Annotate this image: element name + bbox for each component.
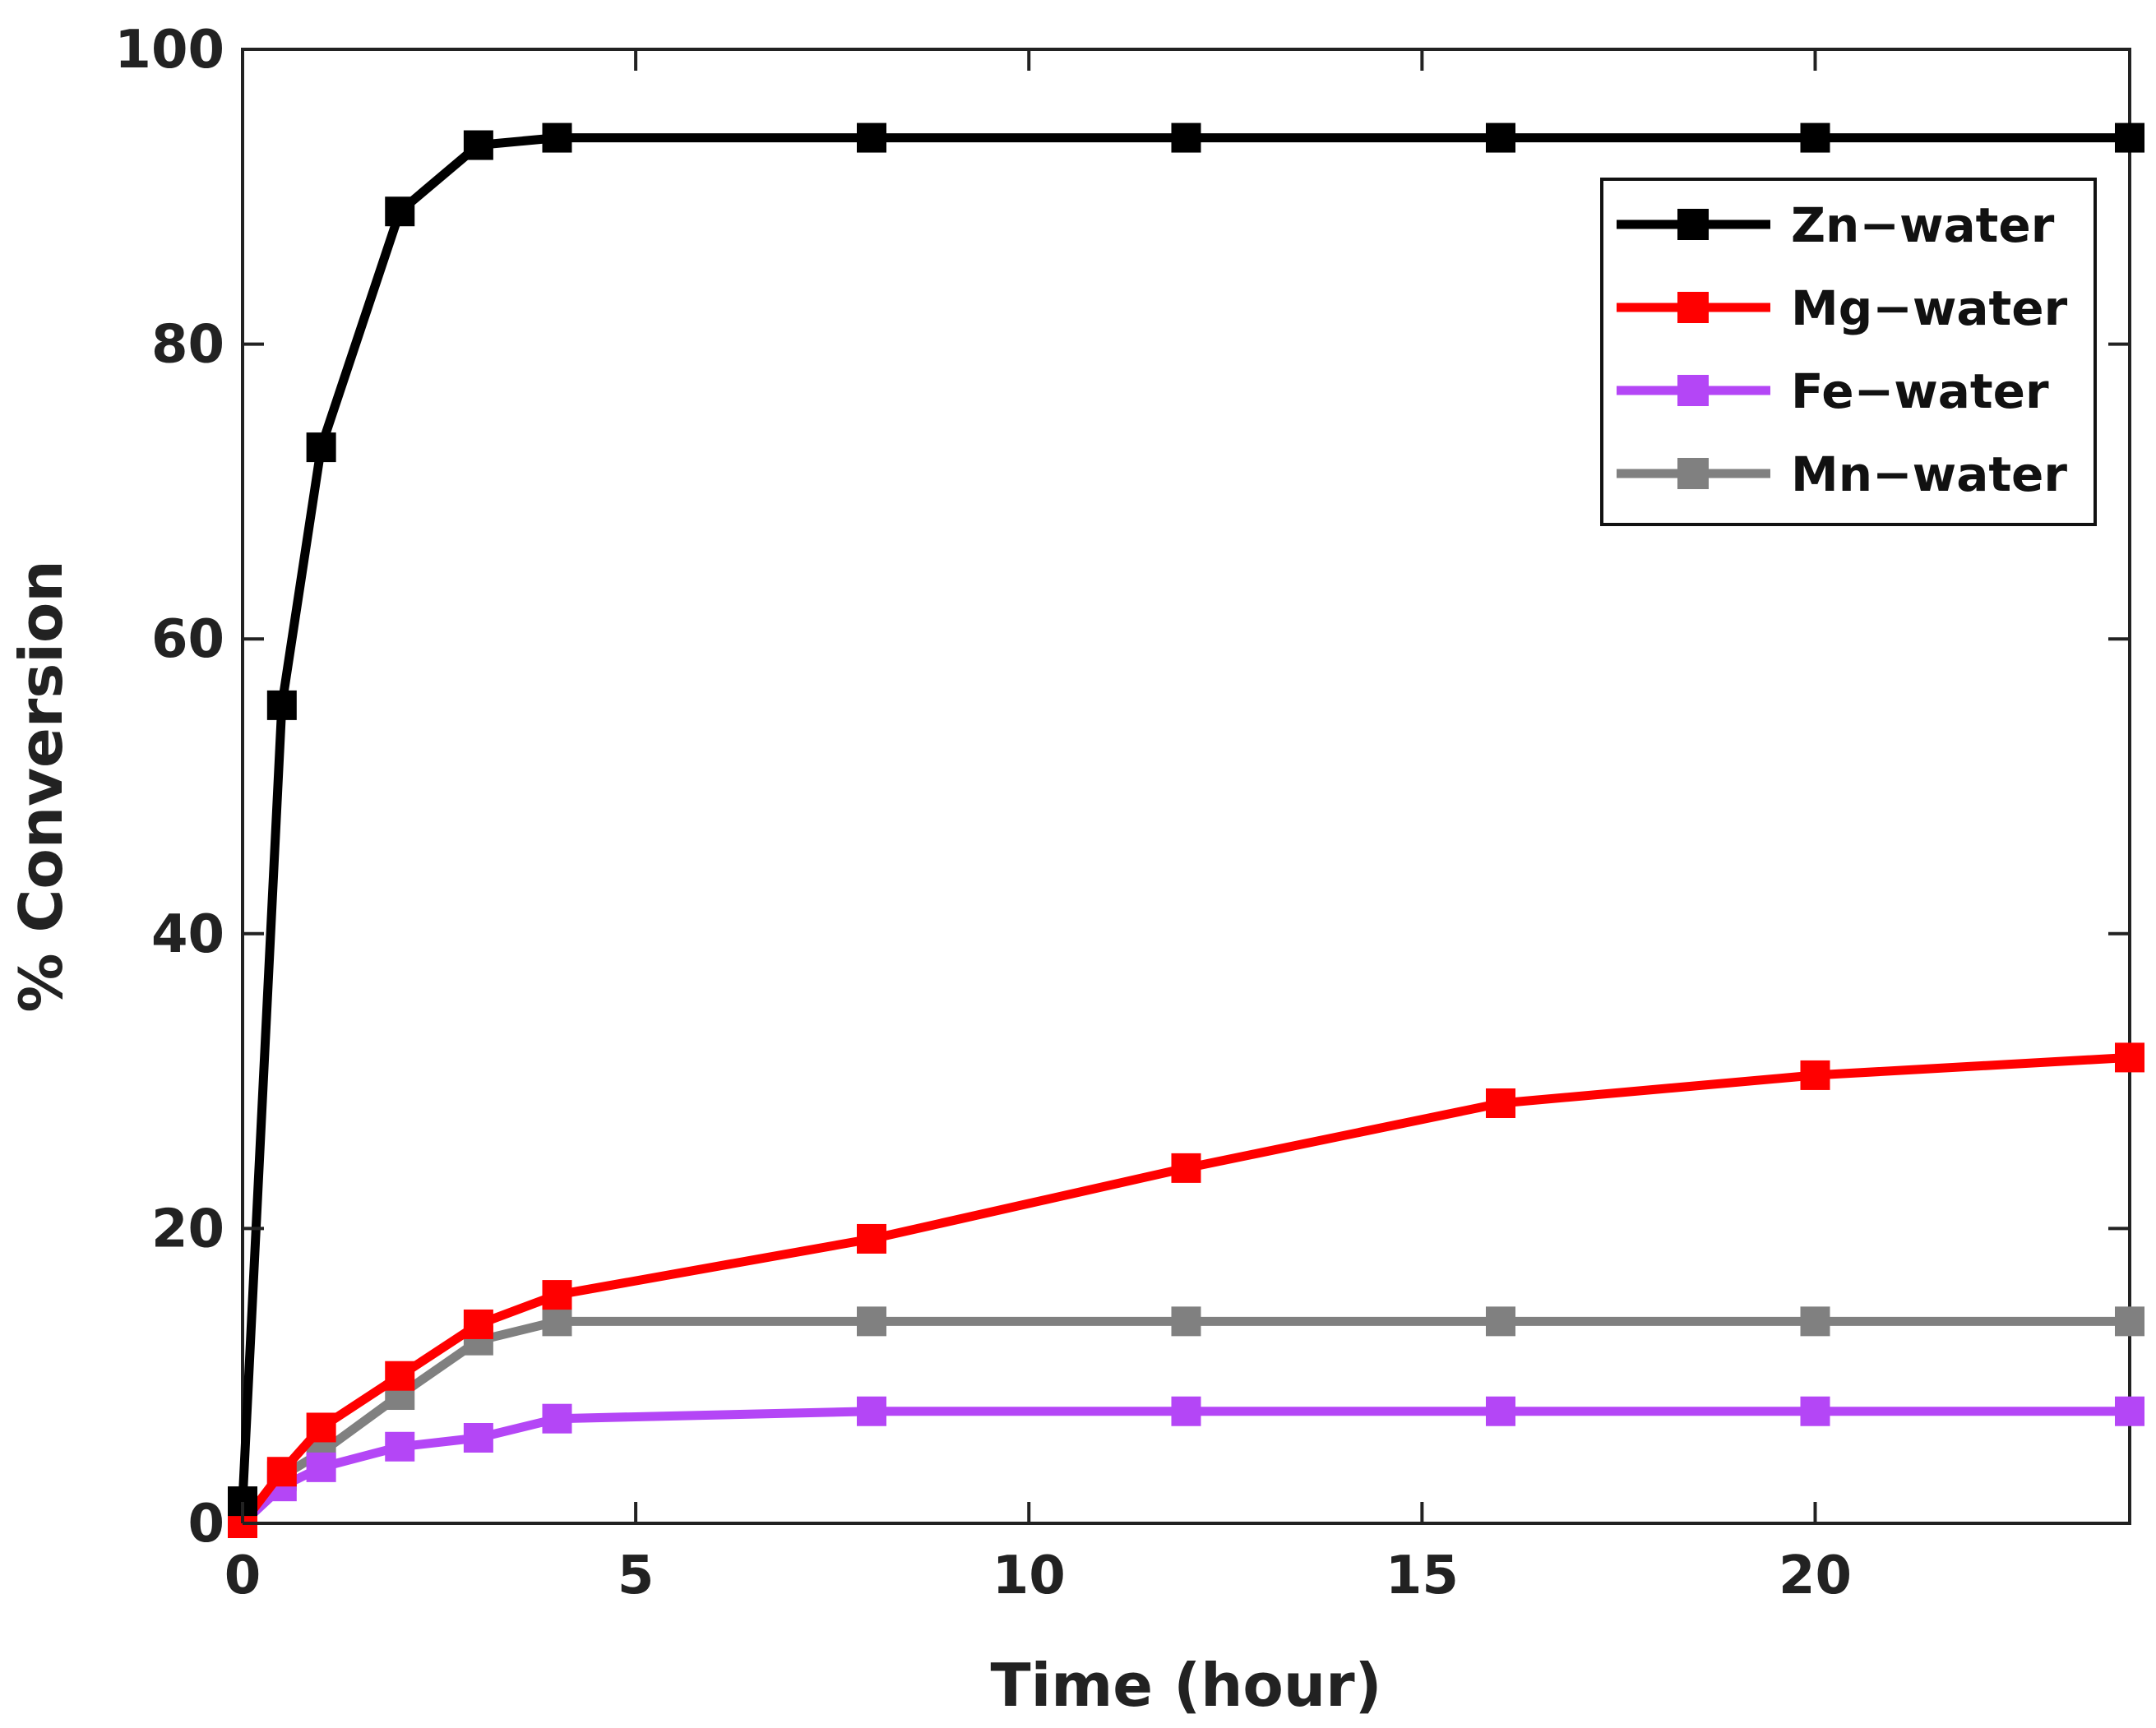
legend-swatch-marker (1677, 375, 1709, 406)
legend: Zn−water Mg−water Fe−water Mn−water (1600, 178, 2097, 526)
legend-swatch-marker (1677, 209, 1709, 240)
y-tick-label: 100 (114, 20, 224, 81)
data-point (2115, 1042, 2144, 1073)
data-point (1171, 1153, 1201, 1183)
data-point (266, 690, 297, 720)
legend-label: Fe−water (1791, 363, 2049, 419)
legend-label: Zn−water (1791, 197, 2055, 253)
data-point (2115, 1306, 2144, 1337)
data-point (542, 1403, 572, 1434)
x-tick-label: 15 (1386, 1545, 1459, 1606)
data-point (1171, 122, 1201, 153)
data-point (1800, 1306, 1830, 1337)
legend-label: Mn−water (1791, 446, 2067, 502)
data-point (857, 1396, 886, 1426)
data-point (542, 1280, 572, 1310)
data-point (1486, 1306, 1515, 1337)
data-point (1171, 1396, 1201, 1426)
legend-item: Zn−water (1617, 197, 2055, 253)
y-tick-label: 0 (187, 1494, 224, 1555)
data-point (1486, 1396, 1515, 1426)
data-point (266, 1457, 297, 1487)
legend-item: Mn−water (1617, 446, 2067, 502)
data-point (1486, 122, 1515, 153)
y-tick-label: 60 (151, 609, 224, 670)
data-point (385, 196, 415, 227)
data-point (1800, 1060, 1830, 1090)
y-axis-label: % Conversion (7, 560, 76, 1012)
data-point (1800, 122, 1830, 153)
series-1 (228, 1042, 2144, 1538)
legend-swatch-marker (1677, 292, 1709, 323)
legend-label: Mg−water (1791, 280, 2068, 336)
data-point (542, 122, 572, 153)
data-point (385, 1431, 415, 1462)
data-point (857, 1306, 886, 1337)
data-point (463, 1423, 493, 1453)
data-point (306, 432, 336, 463)
x-axis-label: Time (hour) (990, 1651, 1381, 1720)
y-tick-label: 20 (151, 1199, 224, 1259)
data-point (857, 122, 886, 153)
x-tick-label: 5 (618, 1545, 655, 1606)
y-tick-label: 40 (151, 904, 224, 965)
data-point (463, 1309, 493, 1339)
data-point (1486, 1088, 1515, 1118)
legend-swatch-marker (1677, 458, 1709, 489)
axis-ticks: 0 5 10 15 20 0 20 40 60 80 100 (114, 20, 2130, 1606)
x-tick-label: 20 (1779, 1545, 1852, 1606)
series-2 (228, 1396, 2144, 1538)
series-0 (228, 122, 2144, 1517)
data-point (385, 1361, 415, 1391)
data-point (2115, 1396, 2144, 1426)
data-point (463, 130, 493, 160)
data-point (2115, 122, 2144, 153)
data-point (306, 1452, 336, 1482)
x-tick-label: 10 (992, 1545, 1066, 1606)
y-tick-label: 80 (151, 315, 224, 376)
data-point (857, 1223, 886, 1254)
data-point (542, 1306, 572, 1337)
data-point (1171, 1306, 1201, 1337)
data-point (1800, 1396, 1830, 1426)
data-point (306, 1412, 336, 1443)
series-layer (228, 122, 2144, 1538)
legend-item: Mg−water (1617, 280, 2068, 336)
x-tick-label: 0 (224, 1545, 261, 1606)
legend-item: Fe−water (1617, 363, 2049, 419)
